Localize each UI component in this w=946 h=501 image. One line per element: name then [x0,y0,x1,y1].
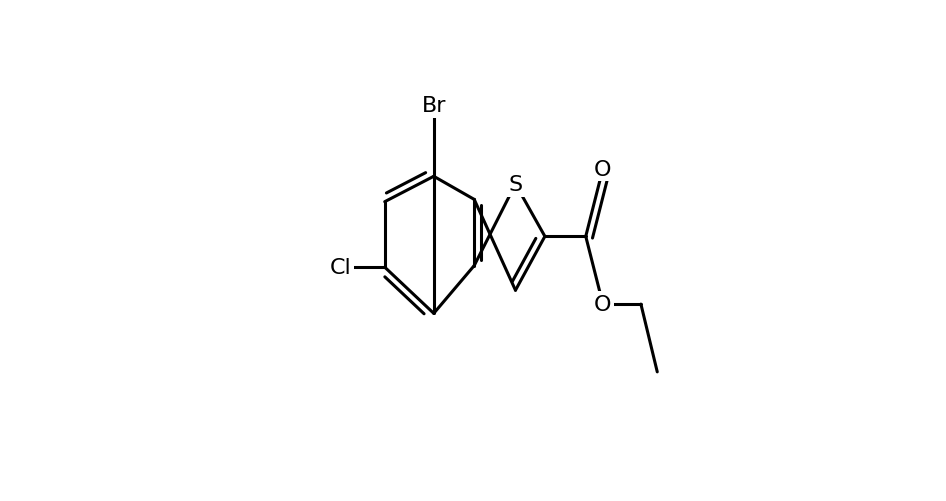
Text: S: S [508,175,522,194]
Text: Cl: Cl [330,258,352,278]
Text: O: O [594,159,612,179]
Text: O: O [594,295,612,315]
Text: Br: Br [422,96,446,116]
